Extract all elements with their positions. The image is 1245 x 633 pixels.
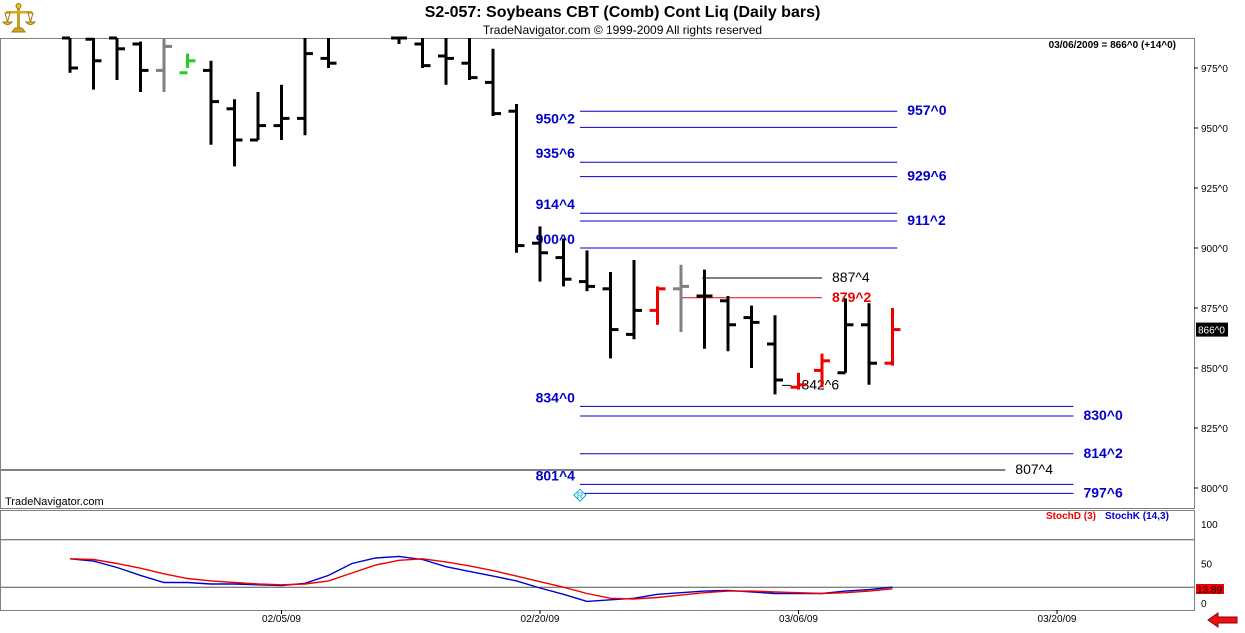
level-label: 830^0: [1083, 407, 1123, 423]
indicator-panel-frame: [0, 510, 1195, 611]
date-tick-label: 03/20/09: [1038, 614, 1077, 625]
indicator-axis: 100 50 0 13.89: [1196, 520, 1224, 610]
price-tick-label: 900^0: [1201, 244, 1228, 255]
level-label: 911^2: [907, 212, 946, 228]
price-tick-label: 825^0: [1201, 424, 1228, 435]
price-tick-label: 800^0: [1201, 484, 1228, 495]
date-tick-label: 03/06/09: [779, 614, 818, 625]
indicator-series-line: [69, 558, 893, 600]
indicator-tick-label: 0: [1201, 599, 1207, 610]
date-axis: 02/05/09 02/20/09 03/06/09 03/20/09: [262, 610, 1077, 625]
status-readout: 03/06/2009 = 866^0 (+14^0): [1049, 40, 1176, 51]
level-label: 834^0: [536, 389, 576, 405]
red-left-arrow-icon[interactable]: [1206, 612, 1240, 628]
chart-title: S2-057: Soybeans CBT (Comb) Cont Liq (Da…: [424, 4, 821, 21]
level-label: 814^2: [1083, 445, 1123, 461]
indicator-value-badge: [1196, 584, 1224, 594]
level-label: 914^4: [536, 196, 576, 212]
price-tick-label: 950^0: [1201, 124, 1228, 135]
indicator-value-label: 13.89: [1197, 585, 1222, 596]
price-panel-frame: [0, 38, 1195, 509]
indicator-legend: StochD (3) StochK (14,3): [1046, 511, 1169, 522]
level-label: 801^4: [536, 467, 576, 483]
level-label: 879^2: [832, 289, 872, 305]
level-label: 797^6: [1083, 484, 1123, 500]
watermark-text: TradeNavigator.com: [5, 496, 104, 508]
last-price-badge: [1196, 322, 1228, 337]
level-label: 935^6: [536, 145, 576, 161]
level-label: 900^0: [536, 231, 576, 247]
legend-stochd: StochD (3): [1046, 511, 1096, 522]
level-label: 950^2: [536, 110, 576, 126]
gold-scale-icon[interactable]: [1, 2, 37, 36]
level-label: 842^6: [801, 376, 839, 392]
chart-header: S2-057: Soybeans CBT (Comb) Cont Liq (Da…: [0, 0, 1245, 38]
price-tick-label: 925^0: [1201, 184, 1228, 195]
copyright-text: TradeNavigator.com © 1999-2009 All right…: [482, 23, 763, 37]
r-marker: [573, 488, 587, 502]
price-tick-label: 875^0: [1201, 304, 1228, 315]
indicator-series-line: [69, 555, 893, 603]
last-price-label: 866^0: [1198, 326, 1225, 337]
indicator-grid: [1, 539, 1194, 588]
date-tick-label: 02/05/09: [262, 614, 301, 625]
level-label: 957^0: [907, 102, 947, 118]
r-marker-label: R: [577, 491, 584, 501]
price-tick-label: 975^0: [1201, 64, 1228, 75]
indicator-tick-label: 100: [1201, 520, 1218, 531]
price-axis: 975^0 950^0 925^0 900^0 875^0 850^0 825^0 800^0…: [1194, 64, 1228, 495]
price-tick-label: 850^0: [1201, 364, 1228, 375]
level-label: 887^4: [832, 269, 870, 285]
legend-stochk: StochK (14,3): [1105, 511, 1169, 522]
level-label: 929^6: [907, 168, 947, 184]
level-label: 807^4: [1015, 461, 1053, 477]
price-levels: 957^0 950^2 935^6 929^6 914^4 911^2 900^0 887^4…: [1, 102, 1123, 502]
price-bars: [62, 36, 901, 395]
indicator-lines: [69, 555, 893, 603]
indicator-tick-label: 50: [1201, 560, 1213, 571]
date-tick-label: 02/20/09: [521, 614, 560, 625]
